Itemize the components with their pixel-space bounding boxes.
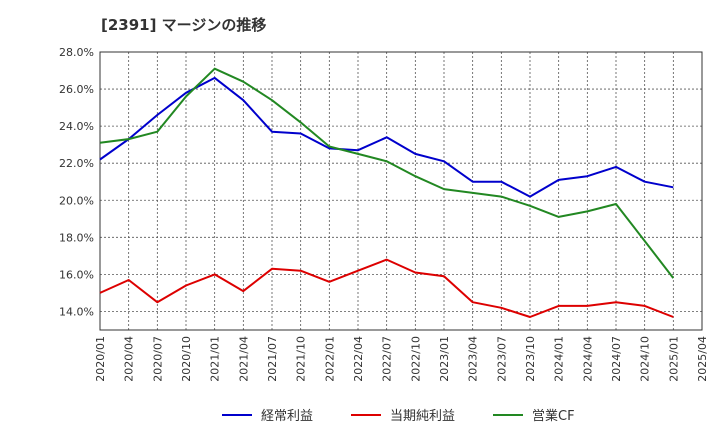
- x-tick-label: 2020/07: [151, 336, 164, 382]
- x-tick-label: 2020/04: [123, 336, 136, 382]
- y-tick-label: 16.0%: [59, 268, 94, 281]
- x-tick-label: 2021/04: [237, 336, 250, 382]
- y-tick-label: 18.0%: [59, 231, 94, 244]
- plot-area: [100, 52, 702, 330]
- y-tick-label: 24.0%: [59, 120, 94, 133]
- x-tick-label: 2024/04: [581, 336, 594, 382]
- x-tick-label: 2022/01: [323, 336, 336, 382]
- x-tick-label: 2025/01: [667, 336, 680, 382]
- y-tick-label: 26.0%: [59, 83, 94, 96]
- x-tick-label: 2023/10: [524, 336, 537, 382]
- x-tick-label: 2022/07: [381, 336, 394, 382]
- x-tick-label: 2024/10: [639, 336, 652, 382]
- x-tick-label: 2024/07: [610, 336, 623, 382]
- plot-border: [99, 51, 703, 331]
- x-tick-label: 2024/01: [553, 336, 566, 382]
- x-tick-label: 2022/10: [409, 336, 422, 382]
- x-tick-label: 2020/10: [180, 336, 193, 382]
- x-tick-label: 2023/07: [495, 336, 508, 382]
- y-tick-label: 20.0%: [59, 194, 94, 207]
- x-tick-label: 2020/01: [94, 336, 107, 382]
- x-tick-label: 2021/01: [209, 336, 222, 382]
- x-tick-label: 2021/10: [295, 336, 308, 382]
- x-tick-label: 2023/04: [467, 336, 480, 382]
- legend-label: 当期純利益: [390, 409, 455, 424]
- x-tick-label: 2025/04: [696, 336, 709, 382]
- x-tick-label: 2021/07: [266, 336, 279, 382]
- x-tick-label: 2022/04: [352, 336, 365, 382]
- series-line: [99, 258, 674, 318]
- y-tick-label: 14.0%: [59, 305, 94, 318]
- y-tick-label: 22.0%: [59, 157, 94, 170]
- series-line: [99, 67, 675, 279]
- y-tick-label: 28.0%: [59, 46, 94, 59]
- chart-title: [2391] マージンの推移: [101, 16, 267, 34]
- x-tick-label: 2023/01: [438, 336, 451, 382]
- legend-label: 営業CF: [532, 408, 575, 424]
- legend-label: 経常利益: [261, 409, 313, 424]
